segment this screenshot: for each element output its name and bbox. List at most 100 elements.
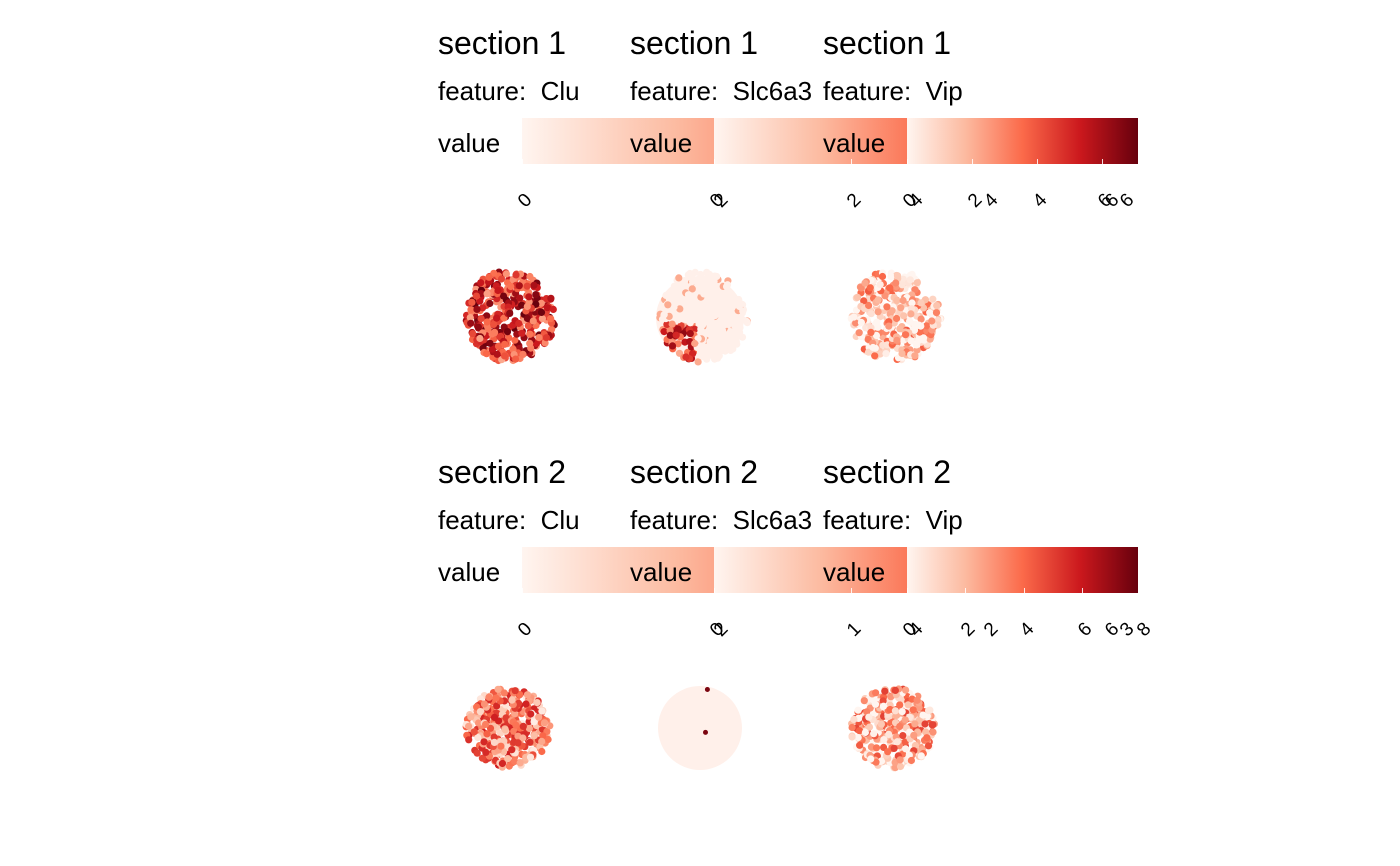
spot: [501, 726, 509, 734]
spot: [483, 318, 491, 326]
colorbar-tick: [714, 159, 715, 164]
spot: [535, 334, 543, 342]
spot: [530, 718, 538, 726]
colorbar-tick: [522, 588, 523, 593]
spot: [893, 336, 901, 344]
spot: [510, 727, 518, 735]
spot: [892, 279, 900, 287]
spot: [920, 334, 928, 342]
colorbar-tick: [850, 159, 852, 164]
spot: [917, 752, 925, 760]
spot: [491, 328, 499, 336]
spot: [679, 280, 687, 289]
spot: [704, 288, 712, 296]
spot: [730, 320, 738, 328]
spot: [668, 320, 676, 328]
colorbar-tick-label: 4: [1029, 189, 1052, 212]
spot: [483, 312, 491, 320]
spot: [872, 758, 880, 766]
spot: [885, 322, 893, 330]
spot: [526, 738, 534, 746]
spot: [877, 720, 885, 728]
spot: [886, 705, 894, 714]
spot: [527, 710, 535, 718]
spot: [907, 756, 915, 765]
feature-name: Slc6a3: [718, 505, 813, 535]
spot: [539, 732, 547, 740]
spot: [876, 281, 884, 289]
spot: [479, 304, 487, 312]
spot: [898, 708, 906, 716]
spot: [526, 330, 534, 338]
spot: [923, 322, 931, 330]
spot: [533, 699, 541, 707]
spot: [670, 303, 678, 311]
spot: [526, 272, 534, 281]
spot: [896, 756, 904, 764]
panel-title: section 2: [823, 454, 952, 490]
spot: [691, 277, 699, 285]
spot: [861, 728, 869, 737]
spot: [469, 330, 477, 338]
spot: [492, 694, 500, 702]
spot: [909, 706, 917, 714]
spot: [888, 307, 896, 315]
spot: [530, 732, 538, 740]
feature-label: feature:: [630, 76, 719, 106]
spot: [891, 707, 899, 715]
spot: [538, 707, 546, 715]
spot: [668, 342, 677, 350]
spot: [924, 742, 933, 750]
spot: [515, 282, 523, 290]
spot: [913, 279, 921, 287]
spot: [486, 724, 495, 732]
spot: [548, 325, 556, 333]
spot: [688, 285, 696, 293]
spot: [473, 749, 481, 757]
spot: [716, 299, 724, 307]
spot: [511, 336, 519, 344]
panel-subtitle: feature: Clu: [438, 507, 580, 533]
spot: [911, 320, 919, 328]
spot: [911, 286, 919, 294]
spot: [704, 318, 712, 326]
spot: [917, 299, 925, 307]
spot: [848, 733, 856, 741]
legend-title: value: [630, 128, 693, 158]
spot: [929, 295, 937, 303]
spot: [913, 696, 921, 704]
spot: [721, 347, 729, 355]
spot: [481, 720, 490, 729]
legend-title: value: [823, 557, 886, 587]
spot: [901, 716, 909, 724]
spot: [485, 693, 493, 701]
spot: [474, 733, 482, 742]
spot: [710, 350, 718, 358]
colorbar-tick: [907, 159, 908, 164]
spot: [686, 330, 694, 338]
spot: [512, 721, 520, 729]
spot: [682, 353, 690, 361]
spot: [547, 315, 555, 323]
legend-title: value: [438, 557, 501, 587]
spot: [874, 296, 882, 304]
spot: [706, 299, 714, 308]
spot: [526, 339, 534, 347]
spot: [663, 320, 671, 328]
colorbar-tick: [1140, 588, 1142, 593]
spot: [535, 713, 543, 721]
spot: [465, 736, 473, 744]
spot: [498, 759, 506, 768]
spot: [869, 343, 877, 352]
spot: [480, 738, 488, 746]
spot: [908, 299, 916, 307]
spot: [699, 321, 707, 329]
spot: [896, 762, 905, 771]
spot: [542, 334, 550, 342]
spot: [890, 744, 898, 752]
spot: [530, 281, 538, 289]
spot: [910, 326, 919, 334]
colorbar-tick: [714, 588, 715, 593]
colorbar-tick-label: 4: [1015, 618, 1039, 641]
spot: [684, 291, 693, 299]
